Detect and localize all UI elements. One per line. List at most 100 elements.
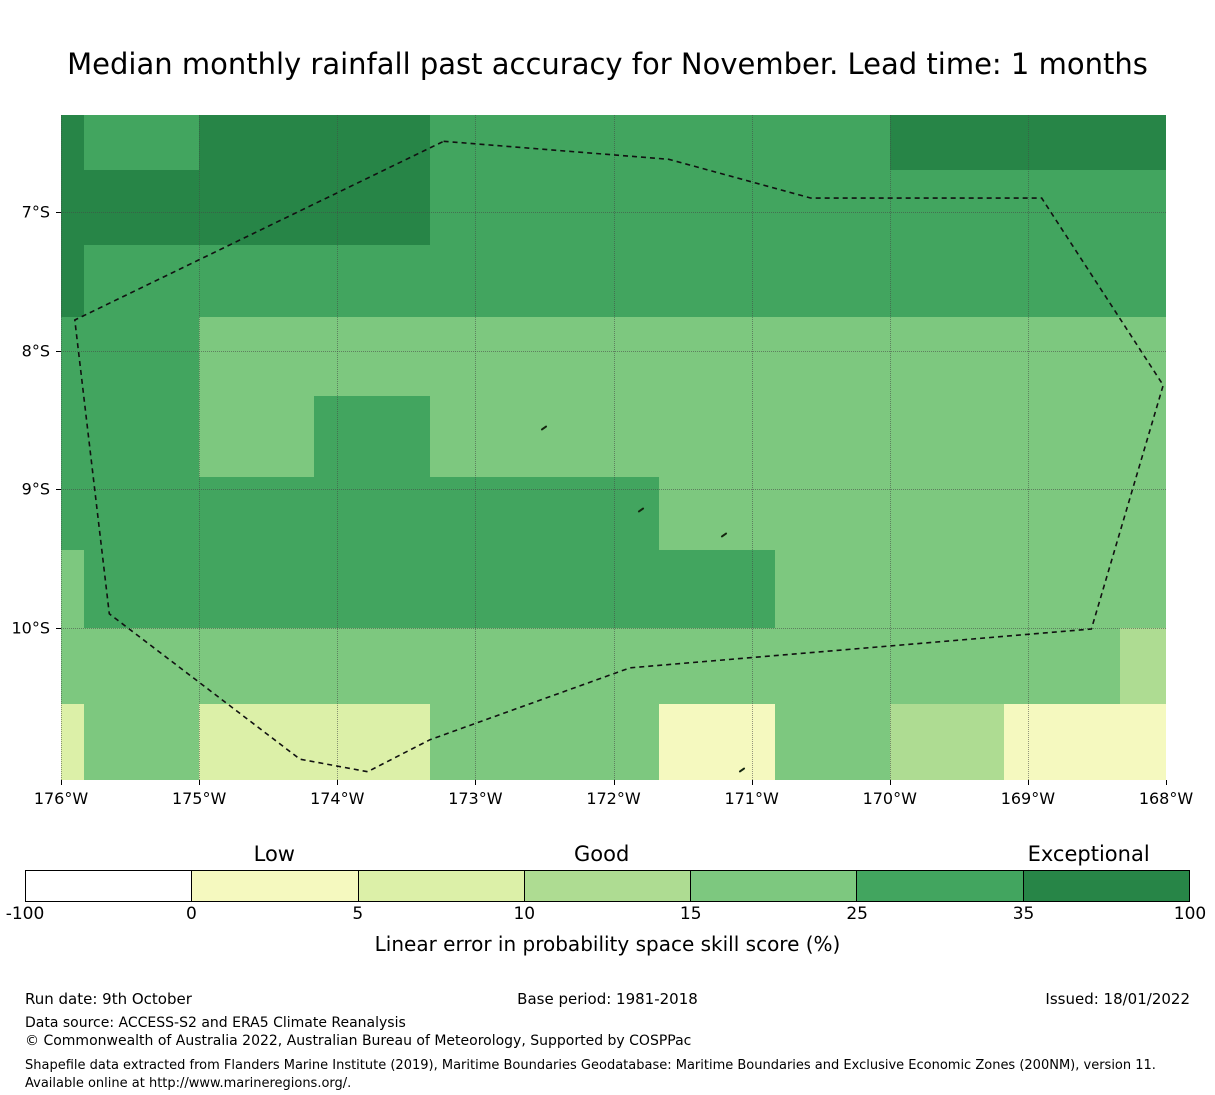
x-tick-mark	[475, 780, 477, 785]
map-cell	[889, 396, 1005, 478]
map-cell	[313, 317, 431, 397]
map-cell	[659, 627, 776, 705]
x-tick-mark	[1166, 780, 1167, 785]
eez-boundary-layer	[73, 140, 1165, 773]
x-axis-tick-label: 176°W	[33, 789, 89, 808]
y-axis-tick-label: 8°S	[21, 341, 50, 361]
map-cell	[429, 396, 545, 478]
map-cell	[889, 476, 1005, 551]
map-cell	[313, 550, 431, 629]
map-cell	[429, 703, 545, 780]
map-cell	[84, 476, 200, 551]
issued-date: Issued: 18/01/2022	[1045, 990, 1190, 1008]
y-axis-tick-label: 10°S	[11, 618, 50, 638]
y-tick-mark	[56, 489, 61, 491]
map-cell	[889, 703, 1005, 780]
map-cell	[659, 245, 776, 318]
map-cell	[1004, 703, 1121, 780]
x-tick-mark	[889, 780, 891, 785]
grid-line	[61, 211, 1166, 213]
map-cell	[775, 317, 891, 397]
map-cell	[313, 703, 431, 780]
map-cell	[1004, 550, 1121, 629]
map-cell	[313, 627, 431, 705]
map-cell	[544, 115, 660, 171]
map-cell	[313, 170, 431, 246]
x-tick-mark	[613, 780, 615, 785]
map-cell	[199, 703, 315, 780]
x-tick-mark	[337, 780, 339, 785]
shapefile-note: Shapefile data extracted from Flanders M…	[25, 1058, 1156, 1092]
map-cell	[429, 550, 545, 629]
map-cell	[775, 550, 891, 629]
map-cell	[1120, 245, 1166, 318]
map-cell	[1004, 245, 1121, 318]
colorbar-segment	[192, 871, 359, 901]
y-axis-tick-label: 7°S	[21, 202, 50, 222]
grid-line	[475, 115, 477, 780]
colorbar-segment	[524, 871, 692, 901]
y-tick-mark	[56, 350, 61, 352]
map-cell	[84, 703, 200, 780]
map-cell	[313, 245, 431, 318]
y-tick-mark	[56, 627, 61, 629]
map-cell	[313, 396, 431, 478]
map-cell	[775, 476, 891, 551]
map-cell	[199, 550, 315, 629]
grid-line	[199, 115, 201, 780]
footer-row: Run date: 9th October Base period: 1981-…	[25, 990, 1190, 1010]
base-period: Base period: 1981-2018	[517, 990, 698, 1008]
map-cell	[659, 396, 776, 478]
grid-line	[751, 115, 753, 780]
map-cell	[199, 115, 315, 171]
map-cell	[429, 245, 545, 318]
map-cell	[199, 170, 315, 246]
map-cell	[61, 170, 86, 246]
colorbar-tick-label: 15	[679, 904, 702, 924]
y-tick-mark	[56, 211, 61, 213]
map-cell	[544, 245, 660, 318]
grid-line	[889, 115, 891, 780]
grid-line	[1027, 115, 1029, 780]
x-axis-tick-label: 174°W	[310, 789, 365, 808]
map-cell	[659, 476, 776, 551]
colorbar-segment	[857, 871, 1024, 901]
map-cell	[84, 245, 200, 318]
map-cell	[84, 115, 200, 171]
colorbar-axis-label: Linear error in probability space skill …	[374, 932, 841, 956]
map-cell	[544, 703, 660, 780]
colorbar	[25, 870, 1190, 902]
map-cell	[199, 396, 315, 478]
map-cell	[199, 476, 315, 551]
map-cell	[889, 317, 1005, 397]
map-cell	[429, 627, 545, 705]
map-cell	[1004, 396, 1121, 478]
grid-line	[337, 115, 339, 780]
map-cell	[1120, 396, 1166, 478]
map-cell	[1120, 170, 1166, 246]
map-cell	[544, 317, 660, 397]
eez-boundary	[73, 140, 1165, 773]
x-axis-tick-label: 169°W	[1000, 789, 1056, 808]
colorbar-tick-label: -100	[5, 904, 45, 924]
x-tick-mark	[61, 780, 62, 785]
colorbar-category-label: Good	[574, 842, 630, 866]
data-source: Data source: ACCESS-S2 and ERA5 Climate …	[25, 1015, 406, 1031]
rainfall-skill-map: 176°W 175°W 174°W 173°W 172°W 171°W 170°W 169°W…	[11, 115, 1193, 808]
map-cell	[61, 703, 86, 780]
map-cell	[1120, 550, 1166, 629]
map-cell	[1120, 476, 1166, 551]
map-cell	[313, 115, 431, 171]
map-cell	[659, 703, 776, 780]
x-axis-tick-label: 170°W	[862, 789, 917, 808]
map-cell	[61, 245, 86, 318]
map-cell	[544, 396, 660, 478]
grid-line	[61, 627, 1166, 629]
map-cell	[84, 170, 200, 246]
colorbar-tick-labels: -100 0 5 10 15 25 35 100	[6, 904, 1207, 926]
map-cell	[659, 317, 776, 397]
y-axis-tick-label: 9°S	[21, 479, 50, 499]
map-cell	[889, 245, 1005, 318]
map-cell	[544, 550, 660, 629]
